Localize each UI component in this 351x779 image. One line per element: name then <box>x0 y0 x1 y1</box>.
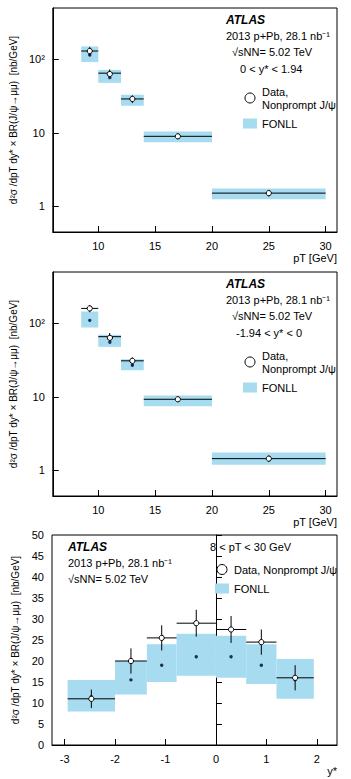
svg-text:10²: 10² <box>29 317 45 329</box>
svg-text:10: 10 <box>92 504 104 516</box>
svg-text:2: 2 <box>314 753 320 765</box>
svg-text:1: 1 <box>263 753 269 765</box>
svg-text:10: 10 <box>33 391 45 403</box>
svg-text:25: 25 <box>32 634 44 646</box>
svg-text:10: 10 <box>33 127 45 139</box>
svg-text:50: 50 <box>32 529 44 541</box>
svg-text:15: 15 <box>149 240 161 252</box>
svg-text:√sNN= 5.02 TeV: √sNN= 5.02 TeV <box>232 46 313 58</box>
svg-text:0: 0 <box>38 739 44 751</box>
svg-text:d²σ /dpT dy* × BR(J/ψ→μμ) [nb: d²σ /dpT dy* × BR(J/ψ→μμ) [nb/GeV] <box>8 36 19 205</box>
svg-text:d²σ /dpT dy* × BR(J/ψ→μμ) [nb: d²σ /dpT dy* × BR(J/ψ→μμ) [nb/GeV] <box>8 300 19 469</box>
svg-text:20: 20 <box>32 655 44 667</box>
svg-text:√sNN= 5.02 TeV: √sNN= 5.02 TeV <box>232 310 313 322</box>
svg-text:0 < y* < 1.94: 0 < y* < 1.94 <box>240 63 302 75</box>
svg-text:2013 p+Pb, 28.1 nb⁻¹: 2013 p+Pb, 28.1 nb⁻¹ <box>68 557 172 569</box>
svg-text:d²σ /dpT dy* × BR(J/ψ→μμ) [nb: d²σ /dpT dy* × BR(J/ψ→μμ) [nb/GeV] <box>10 556 21 725</box>
svg-text:1: 1 <box>39 464 45 476</box>
svg-text:Data, Nonprompt J/ψ: Data, Nonprompt J/ψ <box>234 564 337 576</box>
svg-text:1: 1 <box>39 200 45 212</box>
svg-text:Data,: Data, <box>262 350 288 362</box>
svg-text:Data,: Data, <box>262 86 288 98</box>
svg-text:25: 25 <box>263 240 275 252</box>
svg-text:15: 15 <box>32 676 44 688</box>
svg-text:ATLAS: ATLAS <box>67 540 107 554</box>
svg-text:Nonprompt J/ψ: Nonprompt J/ψ <box>262 99 336 111</box>
svg-text:10: 10 <box>92 240 104 252</box>
svg-text:30: 30 <box>32 613 44 625</box>
svg-text:10²: 10² <box>29 53 45 65</box>
svg-text:FONLL: FONLL <box>234 583 269 595</box>
svg-text:20: 20 <box>206 504 218 516</box>
svg-text:10: 10 <box>32 697 44 709</box>
svg-text:2013 p+Pb, 28.1 nb⁻¹: 2013 p+Pb, 28.1 nb⁻¹ <box>226 30 330 42</box>
svg-text:40: 40 <box>32 571 44 583</box>
svg-text:ATLAS: ATLAS <box>225 13 265 27</box>
svg-text:-1: -1 <box>161 753 171 765</box>
svg-text:2013 p+Pb, 28.1 nb⁻¹: 2013 p+Pb, 28.1 nb⁻¹ <box>226 294 330 306</box>
svg-text:-3: -3 <box>60 753 70 765</box>
svg-text:35: 35 <box>32 592 44 604</box>
svg-text:pT [GeV]: pT [GeV] <box>293 252 337 264</box>
svg-text:y*: y* <box>327 765 338 777</box>
svg-text:ATLAS: ATLAS <box>225 277 265 291</box>
svg-text:5: 5 <box>38 718 44 730</box>
svg-text:25: 25 <box>263 504 275 516</box>
svg-text:20: 20 <box>206 240 218 252</box>
svg-text:FONLL: FONLL <box>262 118 297 130</box>
svg-text:-2: -2 <box>110 753 120 765</box>
svg-text:√sNN= 5.02 TeV: √sNN= 5.02 TeV <box>68 573 149 585</box>
svg-text:FONLL: FONLL <box>262 382 297 394</box>
svg-text:30: 30 <box>320 504 332 516</box>
svg-text:Nonprompt J/ψ: Nonprompt J/ψ <box>262 363 336 375</box>
svg-text:-1.94 < y* < 0: -1.94 < y* < 0 <box>236 327 302 339</box>
svg-text:30: 30 <box>320 240 332 252</box>
svg-text:45: 45 <box>32 550 44 562</box>
svg-text:8 < pT < 30 GeV: 8 < pT < 30 GeV <box>210 541 292 553</box>
svg-text:pT [GeV]: pT [GeV] <box>293 516 337 528</box>
svg-text:0: 0 <box>213 753 219 765</box>
svg-text:15: 15 <box>149 504 161 516</box>
